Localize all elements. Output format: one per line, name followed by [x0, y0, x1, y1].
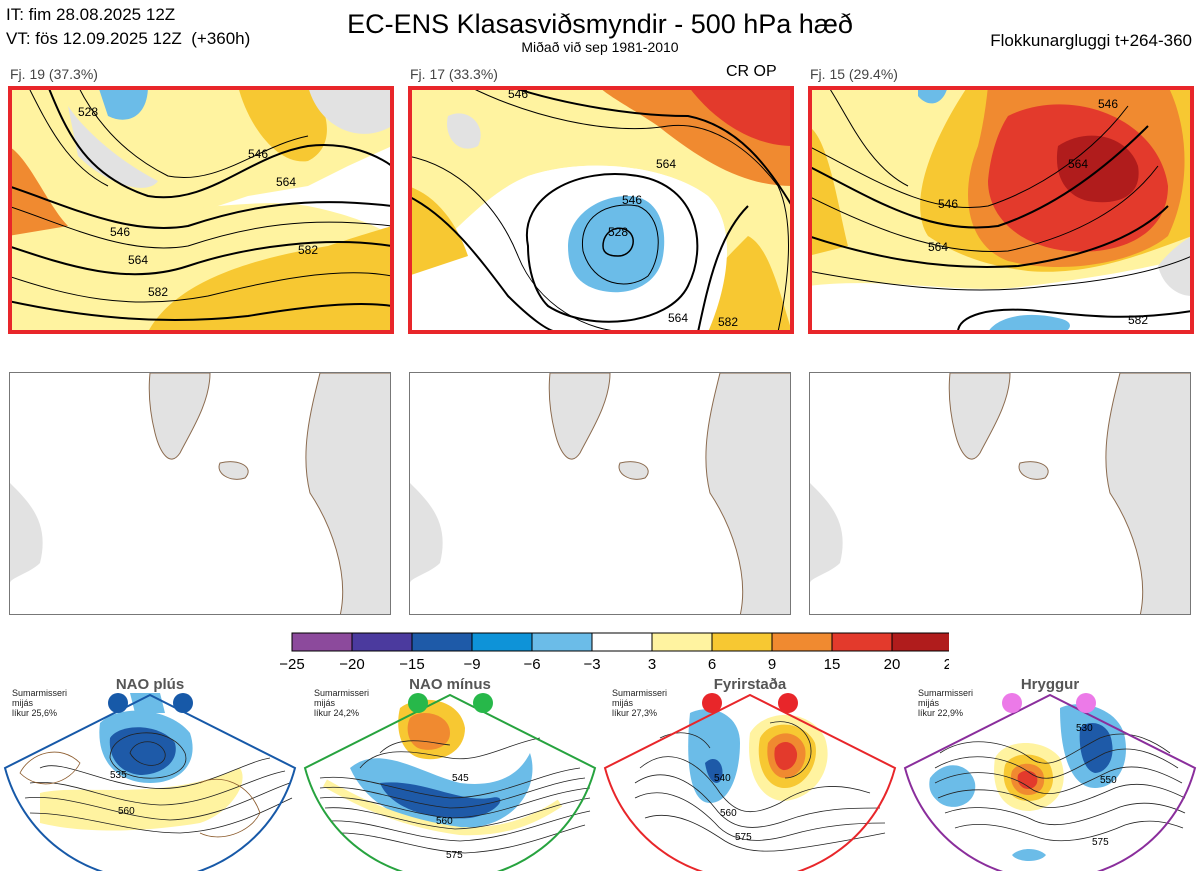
colorbar-swatch [771, 632, 833, 652]
contour-label: 528 [608, 225, 628, 239]
regime-nao-minus: 545 560 575 NAO mínus Sumarmisseri mijás… [300, 676, 600, 876]
isoline-label: 575 [735, 832, 752, 843]
regime-dot [1002, 693, 1022, 713]
colorbar-swatch [651, 632, 713, 652]
colorbar-swatch [891, 632, 953, 652]
contour-label: 564 [1068, 157, 1088, 171]
contour-label: 564 [668, 311, 688, 325]
isoline-label: 575 [446, 850, 463, 861]
colorbar-tick: −20 [339, 656, 364, 673]
colorbar-swatch [411, 632, 473, 652]
colorbar-tick: 20 [884, 656, 901, 673]
colorbar-tick: 25 [944, 656, 949, 673]
contour-label: 564 [276, 175, 296, 189]
isoline-label: 560 [720, 808, 737, 819]
isoline-label: 545 [452, 773, 469, 784]
colorbar-tick: −6 [523, 656, 540, 673]
subtitle: Miðað við sep 1981-2010 [521, 39, 679, 55]
isoline-label: 550 [1100, 775, 1117, 786]
regime-dot [173, 693, 193, 713]
regime-dot [408, 693, 428, 713]
regime-title: Fyrirstaða [713, 676, 787, 693]
regime-stats: Sumarmisseri mijás líkur 22,9% [918, 688, 974, 718]
regime-ridge: 530 550 575 Hryggur Sumarmisseri mijás l… [900, 676, 1200, 876]
contour-label: 582 [1128, 313, 1148, 327]
isoline-label: 530 [1076, 723, 1093, 734]
contour-label: 582 [298, 243, 318, 257]
colorbar-swatch [591, 632, 653, 652]
regime-title: NAO mínus [409, 676, 491, 693]
colorbar-tick: 9 [768, 656, 776, 673]
colorbar-swatch [831, 632, 893, 652]
regime-dot [473, 693, 493, 713]
colorbar-swatch [531, 632, 593, 652]
contour-label: 564 [656, 157, 676, 171]
regime-dot [108, 693, 128, 713]
cluster-map-1: 546 564 582 528 546 564 582 [8, 86, 392, 332]
regime-nao-plus: 535 560 NAO plús Sumarmisseri mijás líku… [0, 676, 300, 876]
page-title: EC-ENS Klasasviðsmyndir - 500 hPa hæð [347, 9, 853, 39]
cluster-map-3: 546 564 546 564 582 [808, 86, 1192, 332]
contour-label: 582 [148, 285, 168, 299]
contour-label: 546 [622, 193, 642, 207]
colorbar-tick: −3 [583, 656, 600, 673]
colorbar-swatch [711, 632, 773, 652]
init-time: IT: fim 28.08.2025 12Z [6, 5, 176, 24]
cr-op-label: CR OP [726, 63, 777, 80]
colorbar: −25 −20 −15 −9 −6 −3 3 6 9 15 20 25 [279, 632, 960, 681]
regime-stats: Sumarmisseri mijás líkur 27,3% [612, 688, 668, 718]
colorbar-swatch [291, 632, 353, 652]
colorbar-tick: −25 [279, 656, 304, 673]
colorbar-tick: 15 [824, 656, 841, 673]
colorbar-swatch [471, 632, 533, 652]
isoline-label: 575 [1092, 837, 1109, 848]
contour-label: 546 [110, 225, 130, 239]
regime-dot [1076, 693, 1096, 713]
panel-3-label: Fj. 15 (29.4%) [810, 66, 898, 82]
contour-label: 564 [128, 253, 148, 267]
regime-title: NAO plús [115, 676, 185, 693]
cluster-map-2: 528 546 564 546 564 582 [408, 86, 792, 332]
contour-label: 546 [508, 87, 528, 101]
panel-1-label: Fj. 19 (37.3%) [10, 66, 98, 82]
isoline-label: 540 [714, 773, 731, 784]
colorbar-swatch [351, 632, 413, 652]
contour-label: 564 [928, 240, 948, 254]
regime-dot [778, 693, 798, 713]
contour-label: 528 [78, 105, 98, 119]
isoline-label: 560 [118, 806, 135, 817]
colorbar-tick: 6 [708, 656, 716, 673]
colorbar-tick: −9 [463, 656, 480, 673]
regime-blocking: 540 560 575 Fyrirstaða Sumarmisseri mijá… [600, 676, 900, 876]
contour-label: 582 [718, 315, 738, 329]
contour-label: 546 [248, 147, 268, 161]
classification-window: Flokkunargluggi t+264-360 [990, 31, 1192, 50]
colorbar-tick: 3 [648, 656, 656, 673]
regime-title: Hryggur [1020, 676, 1080, 693]
empty-map-2 [409, 372, 791, 615]
contour-label: 546 [1098, 97, 1118, 111]
regime-stats: Sumarmisseri mijás líkur 25,6% [12, 688, 68, 718]
isoline-label: 535 [110, 770, 127, 781]
empty-map-1 [9, 372, 391, 615]
empty-map-3 [809, 372, 1191, 615]
regime-stats: Sumarmisseri mijás líkur 24,2% [314, 688, 370, 718]
colorbar-tick: −15 [399, 656, 424, 673]
regime-dot [702, 693, 722, 713]
valid-time: VT: fös 12.09.2025 12Z (+360h) [6, 29, 251, 48]
isoline-label: 560 [436, 816, 453, 827]
contour-label: 546 [938, 197, 958, 211]
panel-2-label: Fj. 17 (33.3%) [410, 66, 498, 82]
